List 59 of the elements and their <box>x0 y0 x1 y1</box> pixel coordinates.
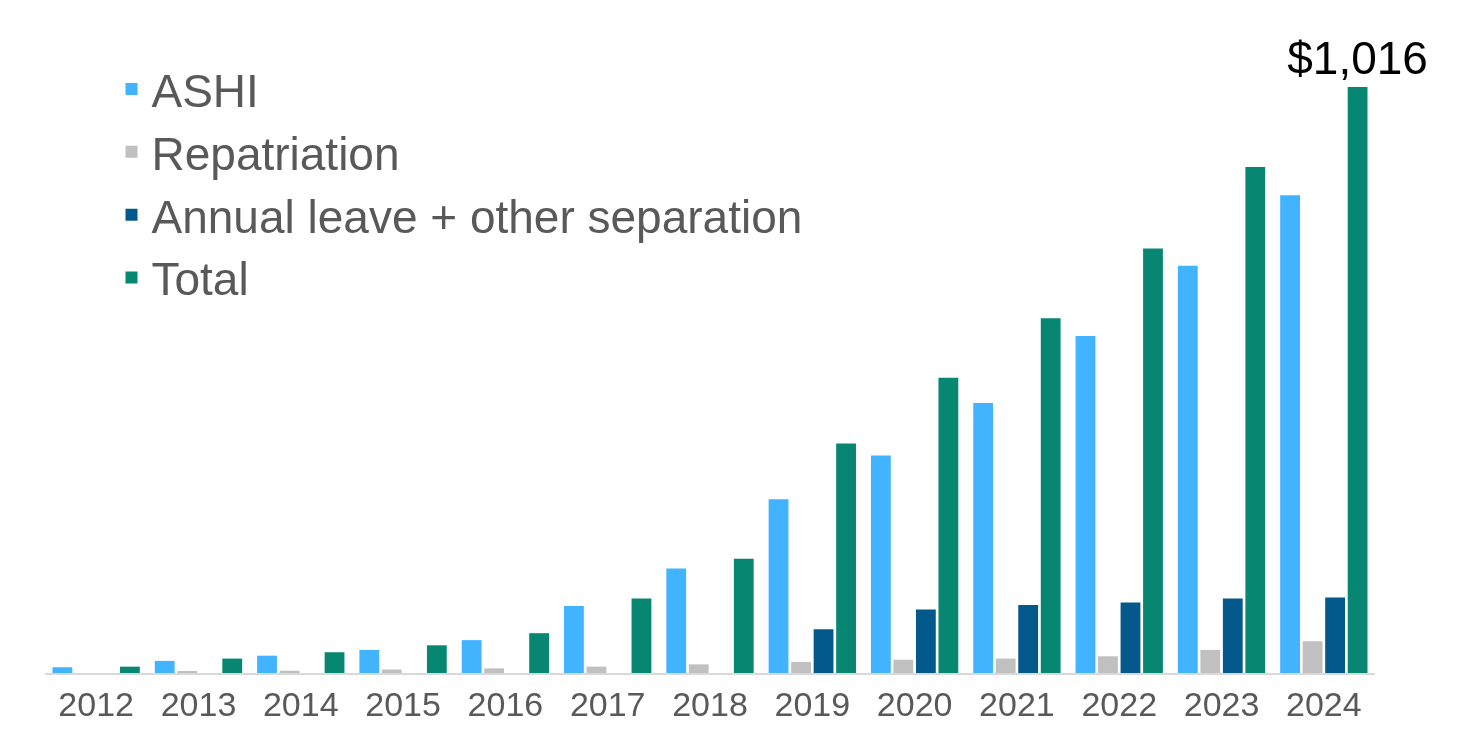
bar <box>154 660 175 673</box>
bar <box>1040 318 1061 673</box>
x-tick-label: 2024 <box>1286 684 1362 723</box>
bar <box>768 499 789 673</box>
bar <box>120 666 140 673</box>
bar <box>529 633 550 673</box>
bar <box>733 558 754 673</box>
bar <box>688 664 709 673</box>
bar <box>1177 265 1198 673</box>
x-tick-label: 2018 <box>672 684 748 723</box>
bar <box>893 659 914 673</box>
bar <box>324 652 345 673</box>
bar <box>973 403 994 673</box>
legend-label: Annual leave + other separation <box>151 190 803 243</box>
bar <box>484 668 505 673</box>
bar <box>564 606 584 673</box>
legend-label: ASHI <box>151 65 259 117</box>
x-tick-label: 2023 <box>1183 684 1260 723</box>
bar <box>995 658 1016 673</box>
x-tick-label: 2013 <box>160 684 237 723</box>
bar <box>870 455 891 673</box>
legend-label: Repatriation <box>151 127 400 180</box>
bar <box>52 667 73 673</box>
x-tick-label: 2014 <box>262 684 339 723</box>
bar <box>813 629 834 673</box>
x-tick-label: 2017 <box>569 684 646 723</box>
x-tick-label: 2012 <box>58 684 134 723</box>
bar <box>791 662 811 673</box>
bar <box>426 645 447 673</box>
bar <box>222 658 243 673</box>
bar <box>915 609 936 673</box>
x-tick-label: 2022 <box>1081 684 1158 723</box>
x-tick-label: 2020 <box>876 684 953 723</box>
bar <box>1143 248 1163 673</box>
bar <box>1245 167 1266 673</box>
x-tick-label: 2016 <box>467 684 544 723</box>
bar <box>1120 602 1141 673</box>
bar <box>1222 598 1243 673</box>
bar <box>631 598 652 673</box>
bar <box>1280 195 1300 673</box>
bar <box>1098 656 1118 673</box>
bar <box>257 655 277 673</box>
bar <box>1075 336 1096 673</box>
bar <box>666 568 687 673</box>
bar <box>1347 86 1368 673</box>
bar <box>1325 597 1345 673</box>
bar <box>938 377 959 673</box>
x-tick-label: 2019 <box>774 684 851 723</box>
x-tick-label: 2021 <box>979 684 1055 723</box>
bar <box>586 666 607 673</box>
bar <box>1200 649 1221 673</box>
bar <box>359 649 380 673</box>
bar <box>1018 604 1039 673</box>
bar <box>461 640 482 673</box>
x-tick-label: 2015 <box>365 684 441 723</box>
bar <box>836 443 856 673</box>
bar <box>1302 641 1323 673</box>
legend-label: Total <box>151 253 249 306</box>
data-label: $1,016 <box>1287 31 1428 84</box>
